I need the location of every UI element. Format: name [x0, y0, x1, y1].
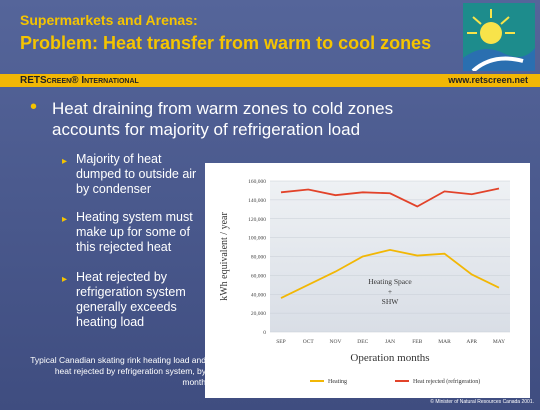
y-tick-label: 120,000: [248, 217, 266, 223]
caption: Typical Canadian skating rink heating lo…: [30, 355, 206, 387]
y-tick-label: 40,000: [251, 292, 266, 298]
x-axis-label: Operation months: [350, 352, 429, 364]
chart: 0 20,000 40,000 60,000 80,000 100,000 120,000 1…: [205, 163, 530, 398]
x-tick-label: APR: [466, 339, 477, 345]
copyright: © Minister of Natural Resources Canada 2…: [430, 399, 534, 405]
arrow: ▸: [62, 274, 68, 285]
y-tick-label: 0: [263, 330, 266, 336]
x-tick-label: JAN: [385, 339, 395, 345]
url: www.retscreen.net: [448, 75, 528, 85]
banner: [0, 74, 540, 87]
arrow: ▸: [62, 156, 68, 167]
x-tick-label: FEB: [412, 339, 422, 345]
arrow: ▸: [62, 214, 68, 225]
x-tick-label: DEC: [357, 339, 368, 345]
sub-bullet: Heating system must make up for some of …: [76, 210, 193, 254]
y-tick-label: 160,000: [248, 179, 266, 185]
legend-label: Heat rejected (refrigeration): [413, 378, 480, 385]
sub-bullet: Heat rejected by refrigeration system ge…: [76, 270, 186, 329]
subtitle: Supermarkets and Arenas:: [20, 12, 198, 28]
x-tick-label: MAY: [493, 339, 505, 345]
annotation: +: [388, 287, 392, 296]
y-tick-label: 60,000: [251, 273, 266, 279]
series-line: [280, 248, 500, 299]
annotation: Heating Space: [368, 277, 412, 286]
y-tick-label: 80,000: [251, 255, 266, 261]
brand: RETScreen® International: [20, 75, 139, 86]
x-tick-label: NOV: [330, 339, 342, 345]
series-line: [280, 187, 500, 208]
y-tick-label: 100,000: [248, 236, 266, 242]
main-bullet: Heat draining from warm zones to cold zo…: [52, 99, 394, 139]
x-tick-label: SEP: [276, 339, 285, 345]
annotation: SHW: [382, 297, 400, 306]
y-axis-label: kWh equivalent / year: [219, 212, 230, 301]
logo: [463, 3, 535, 71]
x-tick-label: MAR: [438, 339, 451, 345]
title: Problem: Heat transfer from warm to cool…: [20, 33, 432, 53]
x-tick-label: OCT: [303, 339, 315, 345]
y-tick-label: 140,000: [248, 198, 266, 204]
y-tick-label: 20,000: [251, 311, 266, 317]
bullet-dot: •: [30, 96, 38, 118]
sub-bullet: Majority of heat dumped to outside air b…: [76, 152, 197, 196]
legend-label: Heating: [328, 379, 347, 385]
